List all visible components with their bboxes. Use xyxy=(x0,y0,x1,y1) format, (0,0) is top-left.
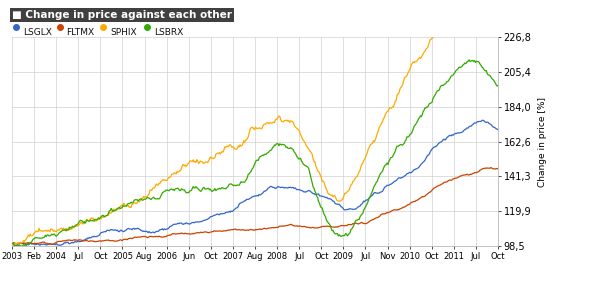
Text: FLTMX: FLTMX xyxy=(67,28,95,37)
Text: LSBRX: LSBRX xyxy=(154,28,183,37)
Y-axis label: Change in price [%]: Change in price [%] xyxy=(538,97,547,186)
Text: LSGLX: LSGLX xyxy=(23,28,52,37)
Text: SPHIX: SPHIX xyxy=(110,28,137,37)
Text: ■ Change in price against each other: ■ Change in price against each other xyxy=(12,10,232,20)
